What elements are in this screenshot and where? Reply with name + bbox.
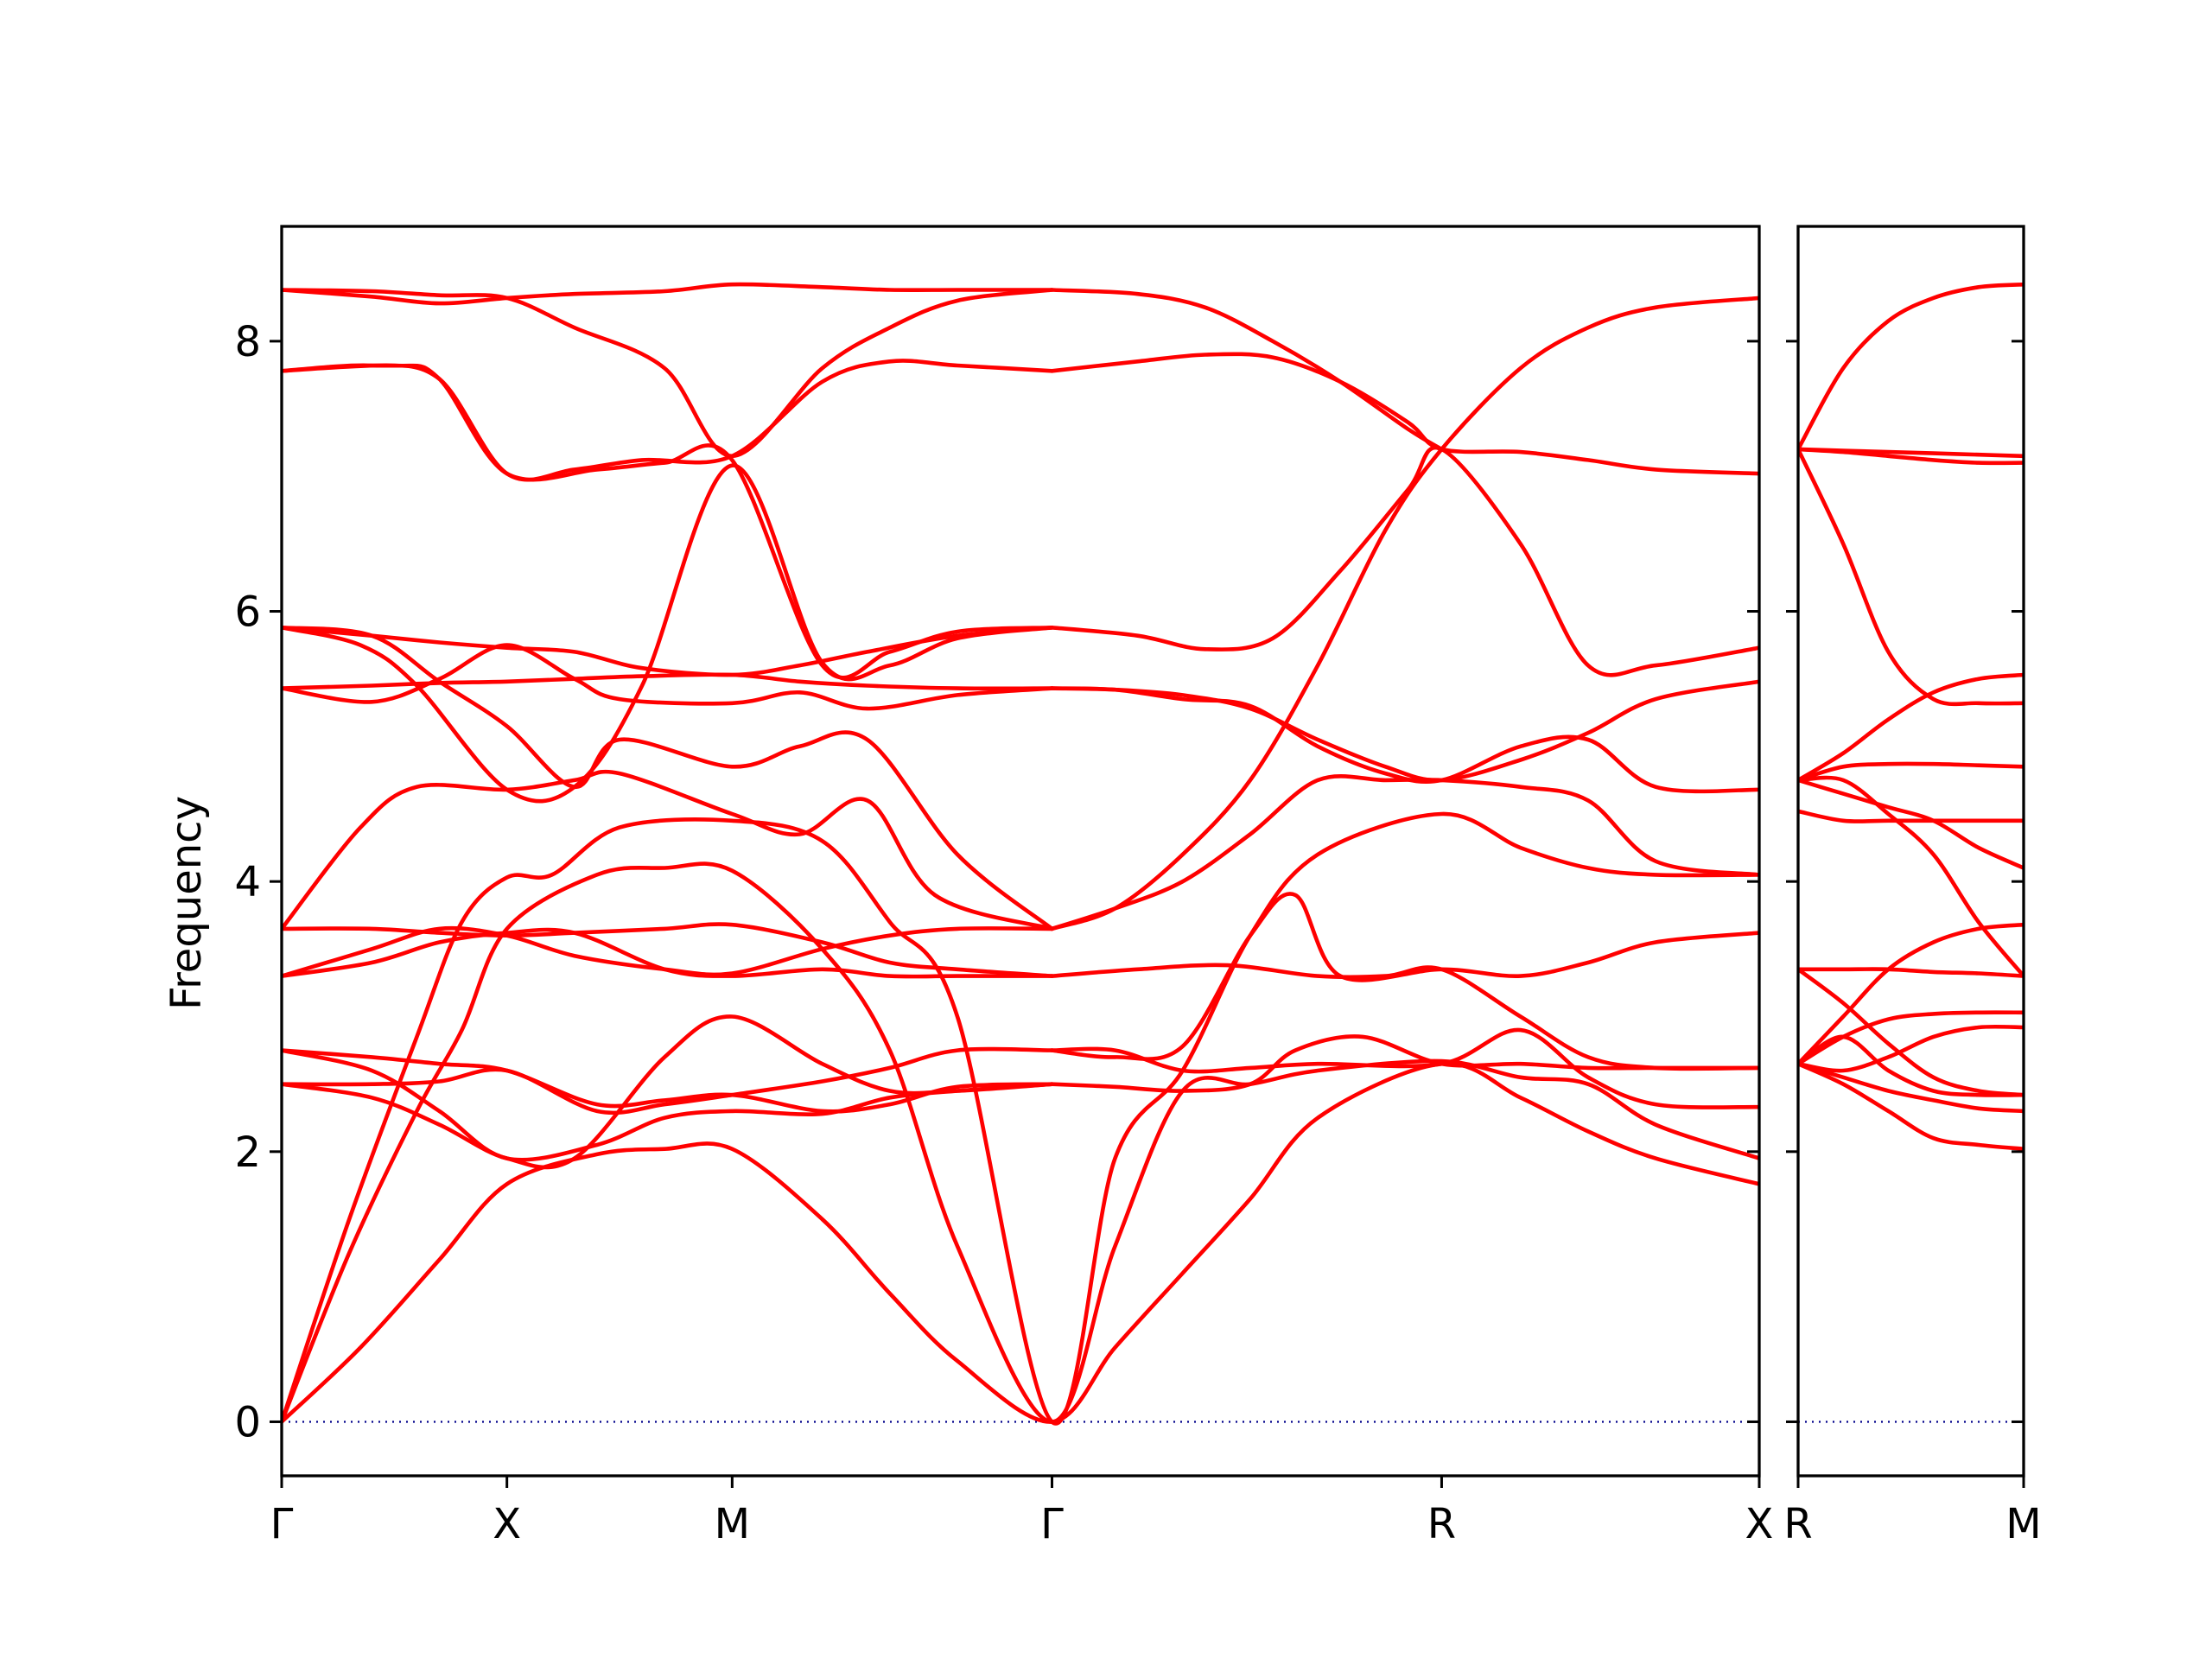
band-line-19 bbox=[282, 288, 1054, 459]
band-line-5 bbox=[1798, 1010, 2024, 1066]
band-line-10 bbox=[282, 925, 1054, 978]
x-tick-label: M bbox=[2005, 1500, 2041, 1548]
band-line-17 bbox=[1798, 282, 2024, 452]
band-line-9 bbox=[282, 922, 1054, 978]
band-line-14 bbox=[1798, 447, 2024, 707]
band-line-29 bbox=[1050, 445, 1759, 677]
x-tick-label: X bbox=[493, 1500, 521, 1548]
band-line-17 bbox=[282, 363, 1054, 680]
y-axis-label: Frequency bbox=[162, 796, 211, 1010]
band-line-1 bbox=[1798, 1061, 2024, 1151]
x-tick-label: M bbox=[715, 1500, 750, 1548]
band-line-21 bbox=[1050, 1034, 1759, 1093]
band-line-20 bbox=[282, 359, 1054, 482]
band-line-25 bbox=[1050, 774, 1759, 931]
bands-group bbox=[282, 282, 1759, 1426]
x-tick-label: X bbox=[1745, 1500, 1774, 1548]
band-line-27 bbox=[1050, 679, 1759, 783]
y-tick-label: 2 bbox=[234, 1128, 261, 1177]
band-line-31 bbox=[1050, 288, 1444, 452]
x-tick-label: Γ bbox=[270, 1500, 294, 1548]
band-line-1 bbox=[282, 1061, 1759, 1424]
band-line-12 bbox=[282, 672, 1054, 691]
bands-group bbox=[1798, 282, 2024, 1151]
band-line-2 bbox=[282, 861, 1759, 1424]
band-line-2 bbox=[1798, 1061, 2024, 1114]
band-line-23 bbox=[1050, 892, 1759, 1061]
x-tick-label: R bbox=[1783, 1500, 1812, 1548]
y-tick-label: 6 bbox=[234, 588, 261, 637]
y-tick-label: 8 bbox=[234, 318, 261, 366]
band-line-10 bbox=[1798, 778, 2024, 870]
band-line-22 bbox=[1050, 1027, 1759, 1109]
band-line-3 bbox=[282, 811, 1759, 1426]
band-line-11 bbox=[282, 769, 1054, 931]
band-line-3 bbox=[1798, 1034, 2024, 1097]
band-line-7 bbox=[282, 1014, 1054, 1170]
band-line-7 bbox=[1798, 967, 2024, 978]
y-tick-label: 0 bbox=[234, 1398, 261, 1446]
band-line-28 bbox=[1050, 296, 1759, 931]
band-line-5 bbox=[282, 1048, 1054, 1114]
band-line-6 bbox=[1798, 922, 2024, 1066]
band-line-9 bbox=[1798, 809, 2024, 823]
x-tick-label: Γ bbox=[1040, 1500, 1064, 1548]
band-line-13 bbox=[1798, 672, 2024, 783]
band-line-8 bbox=[1798, 967, 2024, 1097]
band-line-16 bbox=[1798, 447, 2024, 459]
band-line-16 bbox=[282, 463, 1054, 804]
band-line-6 bbox=[282, 1048, 1054, 1162]
band-line-18 bbox=[282, 282, 1054, 306]
x-tick-label: R bbox=[1427, 1500, 1456, 1548]
band-line-13 bbox=[282, 643, 1054, 711]
panel-1: Γ X M Γ R X 0 2 4 6 8 bbox=[234, 225, 1774, 1548]
band-line-14 bbox=[282, 626, 1054, 931]
band-line-26 bbox=[1050, 686, 1759, 794]
band-line-4 bbox=[282, 1046, 1054, 1116]
band-line-4 bbox=[1798, 1024, 2024, 1073]
band-line-30 bbox=[1050, 352, 1759, 476]
band-line-11 bbox=[1798, 775, 2024, 978]
band-line-12 bbox=[1798, 761, 2024, 783]
plot-frame bbox=[1796, 225, 2025, 1478]
band-line-15 bbox=[282, 626, 1054, 677]
band-line-24 bbox=[1050, 963, 1759, 1071]
plot-frame bbox=[280, 225, 1761, 1478]
y-tick-label: 4 bbox=[234, 858, 261, 906]
